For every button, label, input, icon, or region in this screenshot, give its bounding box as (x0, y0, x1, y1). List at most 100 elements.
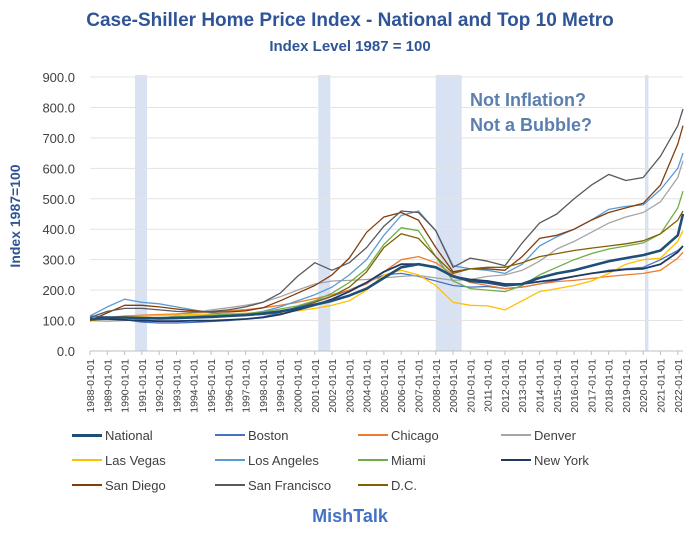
legend-swatch (215, 434, 245, 436)
series-line-los-angeles (89, 152, 684, 317)
legend-label: Chicago (391, 427, 439, 443)
legend-item: D.C. (358, 477, 417, 493)
x-tick-label: 1999-01-01 (275, 359, 287, 413)
x-axis-ticks: 1988-01-01 1989-01-01 1990-01-01 1991-01-01… (85, 351, 685, 413)
legend-swatch (501, 434, 531, 436)
y-tick-label: 900.0 (42, 70, 75, 85)
recession-band (134, 75, 148, 351)
x-tick-label: 2013-01-01 (517, 359, 529, 413)
x-tick-label: 2016-01-01 (569, 359, 581, 413)
series-line-denver (89, 160, 684, 322)
series-line-chicago (89, 251, 684, 322)
x-tick-label: 2020-01-01 (638, 359, 650, 413)
x-tick-label: 2015-01-01 (552, 359, 564, 413)
legend-item: San Francisco (215, 477, 331, 493)
x-tick-label: 2001-01-01 (310, 359, 322, 413)
series-line-san-francisco (89, 108, 684, 319)
chart-subtitle: Index Level 1987 = 100 (269, 38, 431, 55)
y-tick-label: 100.0 (42, 314, 75, 329)
x-tick-label: 2005-01-01 (379, 359, 391, 413)
y-tick-label: 200.0 (42, 283, 75, 298)
annotation-line-1: Not Inflation? (470, 90, 586, 110)
y-tick-label: 800.0 (42, 100, 75, 115)
legend-item: Denver (501, 427, 576, 443)
x-tick-label: 2011-01-01 (483, 359, 495, 412)
legend-label: Miami (391, 452, 426, 468)
x-tick-label: 2000-01-01 (292, 359, 304, 413)
x-tick-label: 2010-01-01 (465, 359, 477, 413)
recession-band (435, 75, 462, 351)
y-tick-label: 400.0 (42, 222, 75, 237)
series-line-miami (89, 191, 684, 322)
recession-band (318, 75, 331, 351)
legend-item: National (72, 427, 153, 443)
x-tick-label: 2004-01-01 (362, 359, 374, 413)
y-axis-label: Index 1987=100 (7, 164, 23, 267)
x-tick-label: 1998-01-01 (258, 359, 270, 413)
legend-label: Las Vegas (105, 452, 166, 468)
legend-label: Boston (248, 427, 289, 443)
legend-label: Los Angeles (248, 452, 319, 468)
legend-label: National (105, 427, 153, 443)
y-tick-label: 700.0 (42, 131, 75, 146)
recession-band (644, 75, 649, 351)
legend-item: Boston (215, 427, 288, 443)
x-tick-label: 2014-01-01 (535, 359, 547, 413)
y-axis-ticks: 0.0 100.0 200.0 300.0 400.0 500.0 600.0 700.0 80… (42, 70, 75, 359)
x-tick-label: 2022-01-01 (673, 359, 685, 413)
x-tick-label: 2017-01-01 (586, 359, 598, 413)
x-tick-label: 1996-01-01 (223, 359, 235, 413)
legend-label: San Francisco (248, 477, 332, 493)
x-tick-label: 2008-01-01 (431, 359, 443, 413)
legend-swatch (72, 459, 102, 461)
series-line-new-york (90, 245, 684, 323)
y-tick-label: 0.0 (57, 344, 75, 359)
series-line-national (89, 213, 685, 321)
x-tick-label: 2018-01-01 (604, 359, 616, 413)
annotation-line-2: Not a Bubble? (470, 115, 592, 135)
x-tick-label: 2019-01-01 (621, 359, 633, 413)
x-tick-label: 2006-01-01 (396, 359, 408, 413)
x-tick-label: 1992-01-01 (154, 359, 166, 413)
x-tick-label: 2002-01-01 (327, 359, 339, 413)
footer-brand: MishTalk (312, 506, 388, 526)
x-tick-label: 1997-01-01 (241, 359, 253, 413)
legend-label: D.C. (391, 477, 417, 493)
x-tick-label: 2009-01-01 (448, 359, 460, 413)
x-tick-label: 1993-01-01 (171, 359, 183, 413)
x-tick-label: 1991-01-01 (137, 359, 149, 413)
series-line-san-diego (89, 125, 684, 322)
y-tick-label: 600.0 (42, 161, 75, 176)
legend-label: Denver (534, 427, 576, 443)
legend-swatch (215, 484, 245, 486)
legend-swatch (72, 433, 102, 437)
legend-label: New York (534, 452, 589, 468)
x-tick-label: 1988-01-01 (85, 359, 97, 413)
legend-swatch (358, 484, 388, 486)
legend-item: Los Angeles (215, 452, 319, 468)
y-tick-label: 500.0 (42, 192, 75, 207)
x-tick-label: 1994-01-01 (189, 359, 201, 413)
legend-swatch (358, 434, 388, 436)
x-tick-label: 2007-01-01 (413, 359, 425, 413)
legend-item: Chicago (358, 427, 439, 443)
x-tick-label: 1990-01-01 (120, 359, 132, 413)
x-tick-label: 2021-01-01 (656, 359, 668, 413)
x-tick-label: 2012-01-01 (500, 359, 512, 413)
x-tick-label: 2003-01-01 (344, 359, 356, 413)
legend-swatch (215, 459, 245, 461)
legend-swatch (358, 459, 388, 461)
y-tick-label: 300.0 (42, 253, 75, 268)
x-tick-label: 1989-01-01 (102, 359, 114, 413)
legend-item: Miami (358, 452, 426, 468)
chart-title: Case-Shiller Home Price Index - National… (86, 10, 614, 31)
x-tick-label: 1995-01-01 (206, 359, 218, 413)
legend-item: San Diego (72, 477, 166, 493)
legend-item: New York (501, 452, 589, 468)
series-lines (89, 108, 685, 324)
legend-swatch (501, 459, 531, 461)
legend-swatch (72, 484, 102, 486)
legend-item: Las Vegas (72, 452, 166, 468)
legend-label: San Diego (105, 477, 166, 493)
